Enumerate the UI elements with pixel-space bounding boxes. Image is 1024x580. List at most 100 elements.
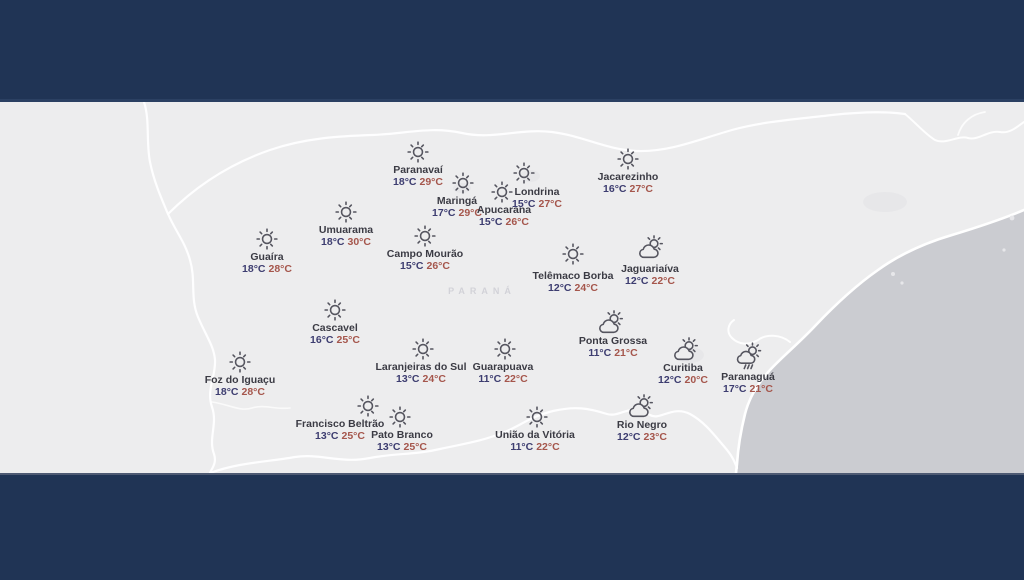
city-temps: 17°C 29°C — [432, 206, 482, 220]
city-temps: 15°C 26°C — [477, 215, 531, 229]
sun-icon — [411, 222, 439, 250]
city-temps: 12°C 20°C — [658, 373, 708, 387]
city-name: Paranavaí — [393, 164, 443, 176]
temp-high: 29°C — [419, 175, 443, 188]
temp-low: 12°C — [658, 373, 682, 386]
city-name: Pato Branco — [371, 429, 433, 441]
city-temps: 12°C 23°C — [617, 430, 667, 444]
temp-high: 26°C — [505, 215, 529, 228]
temp-high: 21°C — [614, 346, 638, 359]
temp-low: 17°C — [723, 382, 747, 395]
temp-high: 24°C — [574, 281, 598, 294]
temp-high: 22°C — [651, 274, 675, 287]
city-temps: 16°C 25°C — [310, 333, 360, 347]
city-temps: 18°C 28°C — [242, 262, 292, 276]
city-name: Jaguariaíva — [621, 263, 679, 275]
city-name: Foz do Iguaçu — [204, 374, 276, 386]
sun-icon — [449, 169, 477, 197]
temp-low: 18°C — [393, 175, 417, 188]
temp-low: 13°C — [396, 372, 420, 385]
city-temps: 18°C 30°C — [319, 235, 373, 249]
temp-high: 25°C — [341, 429, 365, 442]
sun-icon — [253, 225, 281, 253]
state-watermark: PARANÁ — [448, 286, 516, 296]
city-temps: 16°C 27°C — [598, 182, 659, 196]
top-navbar — [0, 0, 1024, 102]
temp-high: 20°C — [684, 373, 708, 386]
bottom-navbar — [0, 473, 1024, 580]
city-temps: 17°C 21°C — [721, 382, 775, 396]
temp-low: 12°C — [617, 430, 641, 443]
city-name: Curitiba — [663, 362, 703, 374]
city-temps: 15°C 26°C — [387, 259, 463, 273]
sun-icon — [559, 240, 587, 268]
city-name: Paranaguá — [721, 371, 775, 383]
temp-high: 28°C — [268, 262, 292, 275]
temp-low: 16°C — [603, 182, 627, 195]
map-canvas[interactable]: PARANÁ Paranavaí 18°C 29°C Maringá 17°C 29… — [0, 102, 1024, 473]
city-name: Ponta Grossa — [578, 335, 648, 347]
city-temps: 12°C 22°C — [621, 274, 679, 288]
city-name: Francisco Beltrão — [295, 418, 385, 430]
sun-cloud-icon — [636, 234, 664, 262]
temp-low: 15°C — [400, 259, 424, 272]
temp-low: 13°C — [377, 440, 401, 453]
temp-low: 18°C — [242, 262, 266, 275]
temp-high: 27°C — [629, 182, 653, 195]
city-name: Londrina — [514, 186, 560, 198]
city-name: União da Vitória — [495, 429, 575, 441]
sun-cloud-icon — [626, 393, 654, 421]
temp-low: 11°C — [588, 346, 612, 359]
temp-high: 21°C — [749, 382, 773, 395]
temp-high: 25°C — [403, 440, 427, 453]
city-temps: 12°C 24°C — [533, 281, 614, 295]
sun-icon — [321, 296, 349, 324]
temp-low: 18°C — [215, 385, 239, 398]
city-temps: 18°C 28°C — [205, 385, 276, 399]
city-name: Guaíra — [250, 251, 284, 263]
city-name: Telêmaco Borba — [532, 270, 614, 282]
sun-icon — [354, 392, 382, 420]
sun-icon — [614, 145, 642, 173]
temp-low: 12°C — [625, 274, 649, 287]
sun-icon — [404, 138, 432, 166]
city-name: Rio Negro — [616, 419, 668, 431]
city-name: Campo Mourão — [386, 248, 464, 260]
city-name: Laranjeiras do Sul — [375, 361, 467, 373]
temp-high: 25°C — [336, 333, 360, 346]
sun-icon — [491, 335, 519, 363]
sun-rain-icon — [734, 342, 762, 370]
temp-low: 11°C — [510, 440, 534, 453]
city-temps: 11°C 22°C — [495, 440, 575, 454]
temp-low: 15°C — [479, 215, 503, 228]
city-temps: 13°C 25°C — [296, 429, 385, 443]
city-temps: 13°C 24°C — [375, 372, 466, 386]
sun-icon — [488, 178, 516, 206]
temp-high: 22°C — [504, 372, 528, 385]
temp-high: 22°C — [536, 440, 560, 453]
city-temps: 11°C 21°C — [579, 346, 647, 360]
city-name: Guarapuava — [472, 361, 534, 373]
temp-high: 29°C — [458, 206, 482, 219]
temp-low: 18°C — [321, 235, 345, 248]
temp-high: 24°C — [422, 372, 446, 385]
temp-low: 15°C — [512, 197, 536, 210]
city-layer: Paranavaí 18°C 29°C Maringá 17°C 29°C Lond… — [0, 102, 1024, 471]
temp-high: 27°C — [538, 197, 562, 210]
city-temps: 11°C 22°C — [473, 372, 534, 386]
sun-cloud-icon — [671, 336, 699, 364]
temp-high: 23°C — [643, 430, 667, 443]
city-name: Maringá — [436, 195, 478, 207]
temp-high: 28°C — [241, 385, 265, 398]
temp-low: 11°C — [478, 372, 502, 385]
temp-low: 13°C — [315, 429, 339, 442]
temp-high: 30°C — [347, 235, 371, 248]
city-temps: 13°C 25°C — [371, 440, 433, 454]
city-temps: 15°C 27°C — [512, 197, 562, 211]
sun-icon — [409, 335, 437, 363]
city-name: Cascavel — [312, 322, 358, 334]
city-name: Umuarama — [318, 224, 374, 236]
sun-icon — [386, 403, 414, 431]
temp-low: 12°C — [548, 281, 572, 294]
city-name: Jacarezinho — [597, 171, 659, 183]
